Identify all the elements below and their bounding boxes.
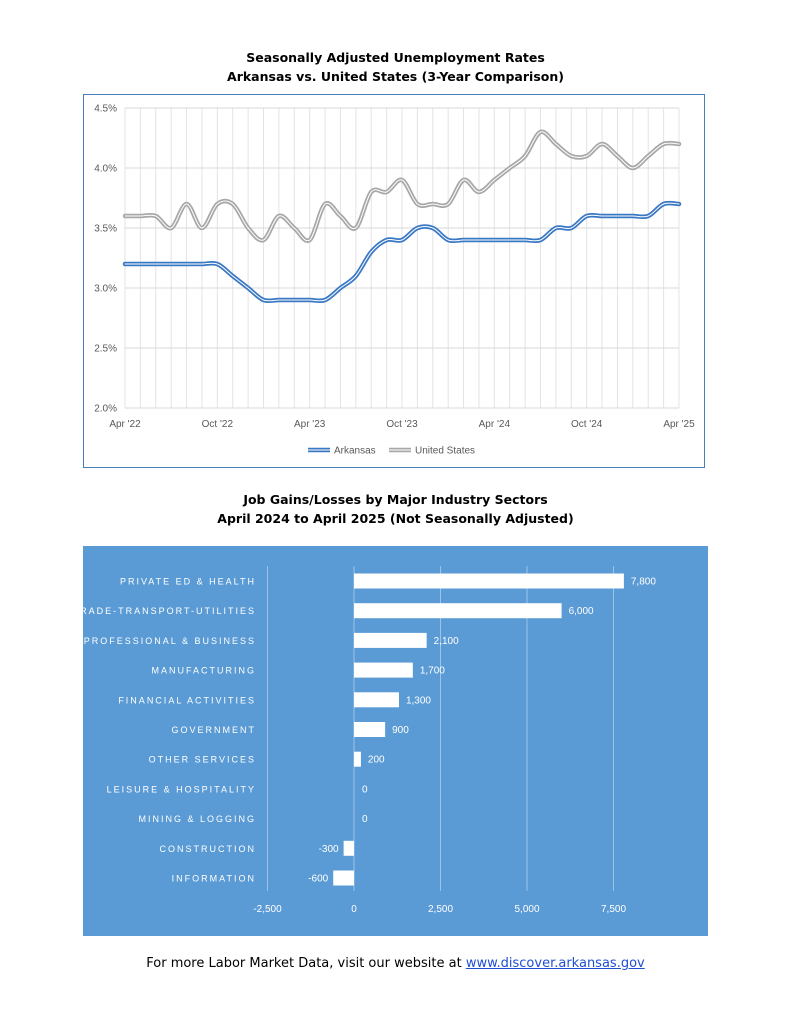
x-tick-label: Oct '22 [202,419,234,430]
x-tick-label: 2,500 [428,904,453,915]
bar-value-label: 6,000 [569,606,594,617]
united-states-series-line-highlight [124,131,680,242]
category-label: INFORMATION [172,874,256,884]
footer-text: For more Labor Market Data, visit our we… [146,956,466,971]
bar [354,662,413,678]
bar [354,692,399,708]
bar-value-label: -600 [308,874,328,885]
unemployment-chart-title: Seasonally Adjusted Unemployment Rates A… [0,48,791,86]
x-tick-label: -2,500 [253,904,282,915]
legend-united-states-label: United States [415,446,475,457]
category-label: PRIVATE ED & HEALTH [120,577,256,587]
y-tick-label: 2.0% [94,404,117,415]
bar-value-label: 7,800 [631,577,656,588]
jobs-bar-chart: -2,500 0 2,500 5,000 7,500 PRIVATE ED & HEALT… [83,546,708,936]
category-label: LEISURE & HOSPITALITY [107,784,256,794]
bar [354,603,562,619]
bar-value-label: -300 [319,844,339,855]
y-tick-label: 4.5% [94,104,117,115]
bar [354,722,386,737]
bar-value-label: 1,300 [406,695,431,706]
unemployment-chart-title-line1: Seasonally Adjusted Unemployment Rates [246,50,545,65]
bar-value-label: 0 [362,814,368,825]
y-tick-label: 3.5% [94,224,117,235]
bar-value-label: 2,100 [434,636,459,647]
footer: For more Labor Market Data, visit our we… [0,956,791,971]
x-tick-label: Oct '23 [386,419,418,430]
jobs-chart-subtitle: April 2024 to April 2025 (Not Seasonally… [217,511,574,526]
category-label: PROFESSIONAL & BUSINESS [84,636,256,646]
x-tick-label: 0 [351,904,357,915]
x-tick-label: 7,500 [601,904,626,915]
category-label: MANUFACTURING [152,666,257,676]
arkansas-series-line-highlight [124,202,680,302]
jobs-chart-title-line1: Job Gains/Losses by Major Industry Secto… [243,492,548,507]
unemployment-line-chart: 2.0% 2.5% 3.0% 3.5% 4.0% 4.5% Apr '22 Oct '22 Ap… [94,104,695,457]
category-label: FINANCIAL ACTIVITIES [118,695,256,705]
category-label: OTHER SERVICES [149,755,256,765]
bar [343,840,354,856]
x-tick-label: Apr '24 [479,419,511,430]
x-tick-label: Apr '25 [663,419,695,430]
unemployment-chart-frame [83,94,705,468]
jobs-chart-title: Job Gains/Losses by Major Industry Secto… [0,490,791,528]
unemployment-chart-subtitle: Arkansas vs. United States (3-Year Compa… [227,69,564,84]
category-label: GOVERNMENT [171,725,256,735]
x-tick-label: Apr '22 [109,419,141,430]
category-label: TRADE-TRANSPORT-UTILITIES [83,606,256,616]
bar [354,573,624,589]
bar [354,632,427,648]
category-label: MINING & LOGGING [138,814,256,824]
y-tick-label: 3.0% [94,284,117,295]
legend-arkansas-label: Arkansas [334,446,376,457]
website-link[interactable]: www.discover.arkansas.gov [465,956,645,971]
y-tick-label: 4.0% [94,164,117,175]
bar-value-label: 200 [368,755,385,766]
x-tick-label: Oct '24 [571,419,603,430]
bar [333,870,354,886]
x-tick-label: Apr '23 [294,419,326,430]
bar [354,751,361,767]
category-label: CONSTRUCTION [160,844,257,854]
bar-value-label: 1,700 [420,666,445,677]
bar-value-label: 900 [392,725,409,736]
bar-value-label: 0 [362,784,368,795]
y-tick-label: 2.5% [94,344,117,355]
x-tick-label: 5,000 [514,904,539,915]
